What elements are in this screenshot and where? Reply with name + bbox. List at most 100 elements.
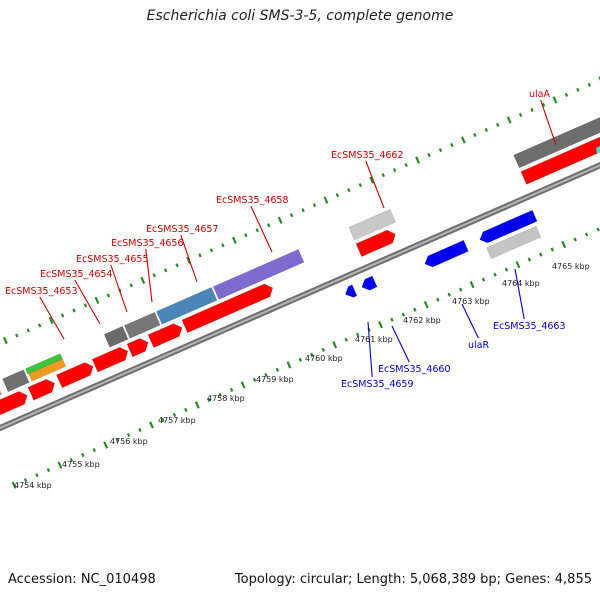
scale-label: 4759 kbp [256,375,294,384]
forward-leader-line [145,248,153,303]
reverse-tick [35,473,39,478]
reverse-tick [286,361,292,369]
forward-gene-label: ulaA [529,89,550,100]
reverse-leader-line [514,268,525,320]
reverse-cds-arrow [424,239,469,268]
reverse-tick [596,227,600,232]
forward-cds-arrow [355,229,396,257]
forward-gene-label: EcSMS35_4658 [216,195,289,206]
forward-tick [518,112,523,117]
forward-tick [438,147,443,153]
forward-tick [473,132,477,138]
reverse-tick [504,267,509,272]
reverse-tick [390,317,394,322]
forward-leader-line [39,296,65,340]
forward-tick [506,116,512,124]
forward-gene-block [348,208,396,241]
features [0,116,600,416]
forward-cds-arrow [0,391,28,416]
backbone [0,162,600,432]
forward-tick [552,96,558,104]
forward-gene-block [103,325,129,348]
reverse-cds-arrow [361,275,378,291]
reverse-tick [57,461,63,469]
forward-tick [450,142,454,148]
forward-gene-label: EcSMS35_4653 [5,286,78,297]
forward-tick [392,168,397,173]
forward-tick [255,228,259,233]
forward-gene-label: EcSMS35_4657 [146,224,219,235]
forward-tick [163,268,168,273]
reverse-tick [252,377,257,382]
reverse-tick [481,277,486,282]
forward-gene-block [0,389,3,396]
forward-gene-block [28,358,67,382]
scale-label: 4754 kbp [14,481,52,490]
reverse-tick [584,232,589,237]
reverse-tick [103,441,109,449]
forward-cds-arrow [56,362,94,389]
reverse-tick [332,341,338,349]
forward-tick [26,328,30,333]
reverse-tick [207,397,211,402]
forward-cds-arrow [147,323,183,348]
forward-tick [427,153,431,158]
labels: 4754 kbp 4755 kbp 4756 kbp 4757 kbp 4758 kbp… [5,89,590,490]
reverse-tick [46,468,51,473]
forward-gene-block [212,249,305,300]
reverse-tick [298,357,303,362]
forward-tick [48,316,54,325]
forward-tick [277,216,283,224]
edge-feature [596,146,600,154]
reverse-cds-arrow [344,284,358,298]
forward-cds-arrow [27,378,56,401]
reverse-tick [126,432,131,438]
forward-tick [221,243,225,248]
scale-label: 4764 kbp [502,279,540,288]
reverse-tick [218,392,222,397]
forward-tick [289,213,294,218]
reverse-gene-label: EcSMS35_4659 [341,379,414,390]
forward-tick [323,196,329,204]
forward-tick [231,236,237,244]
scale-label: 4762 kbp [403,316,441,325]
reverse-tick [423,301,429,309]
forward-tick [94,296,100,305]
forward-tick [209,248,214,253]
forward-gene-label: EcSMS35_4655 [76,254,149,265]
forward-tick [404,163,408,168]
forward-tick [267,223,271,228]
forward-tick [496,122,500,128]
forward-tick [186,256,191,264]
forward-tick [358,183,363,188]
forward-leader-line [365,160,385,209]
scale-label: 4756 kbp [110,437,148,446]
forward-tick [301,208,305,213]
reverse-gene-block [486,225,542,260]
forward-tick [530,107,534,112]
reverse-tick [23,478,28,483]
scale-label: 4765 kbp [552,262,590,271]
forward-tick [15,333,19,338]
forward-tick [152,273,156,278]
reverse-tick [527,257,532,262]
reverse-leader-line [367,321,373,378]
forward-leader-line [180,234,198,283]
reverse-tick [355,332,360,337]
reverse-tick [115,437,119,443]
scale-label: 4755 kbp [62,460,100,469]
forward-tick [244,233,248,238]
reverse-gene-label: EcSMS35_4660 [378,364,451,375]
reverse-tick [561,240,567,249]
reverse-tick [194,401,200,409]
reverse-tick [378,321,383,329]
reverse-tick [401,312,406,317]
reverse-tick [321,347,325,352]
reverse-tick [344,337,348,342]
reverse-tick [469,280,475,289]
forward-gene-block [513,116,600,169]
reverse-tick [240,381,246,389]
reverse-tick [92,448,96,453]
forward-tick [460,136,466,144]
forward-tick [140,276,146,285]
